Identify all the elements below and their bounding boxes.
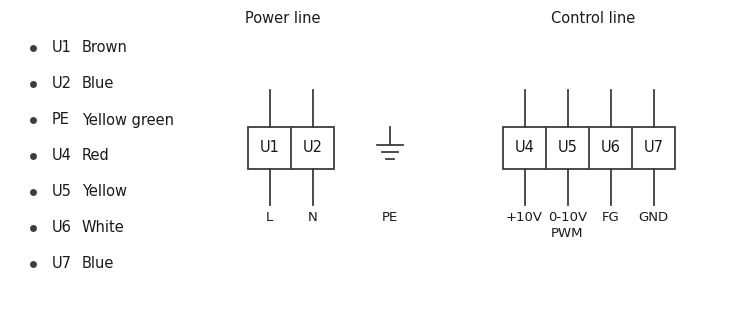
Text: Power line: Power line bbox=[245, 11, 321, 26]
Text: U7: U7 bbox=[644, 141, 664, 156]
Text: U1: U1 bbox=[52, 41, 72, 56]
Bar bbox=[248, 127, 334, 169]
Text: U2: U2 bbox=[302, 141, 322, 156]
Text: Red: Red bbox=[82, 149, 110, 164]
Text: U6: U6 bbox=[601, 141, 620, 156]
Text: Control line: Control line bbox=[550, 11, 635, 26]
Text: U5: U5 bbox=[52, 184, 72, 199]
Text: 0-10V
PWM: 0-10V PWM bbox=[548, 211, 587, 240]
Text: Blue: Blue bbox=[82, 77, 114, 92]
Text: FG: FG bbox=[602, 211, 619, 224]
Text: U1: U1 bbox=[260, 141, 280, 156]
Text: PE: PE bbox=[52, 113, 70, 128]
Text: PE: PE bbox=[382, 211, 398, 224]
Text: U7: U7 bbox=[52, 256, 72, 271]
Text: Blue: Blue bbox=[82, 256, 114, 271]
Text: U4: U4 bbox=[514, 141, 535, 156]
Text: U6: U6 bbox=[52, 220, 72, 235]
Text: U4: U4 bbox=[52, 149, 72, 164]
Text: +10V: +10V bbox=[506, 211, 543, 224]
Text: U5: U5 bbox=[557, 141, 578, 156]
Text: U2: U2 bbox=[52, 77, 72, 92]
Text: Yellow: Yellow bbox=[82, 184, 127, 199]
Text: N: N bbox=[308, 211, 317, 224]
Text: L: L bbox=[266, 211, 273, 224]
Text: White: White bbox=[82, 220, 124, 235]
Bar bbox=[503, 127, 675, 169]
Text: GND: GND bbox=[638, 211, 668, 224]
Text: Brown: Brown bbox=[82, 41, 128, 56]
Text: Yellow green: Yellow green bbox=[82, 113, 174, 128]
